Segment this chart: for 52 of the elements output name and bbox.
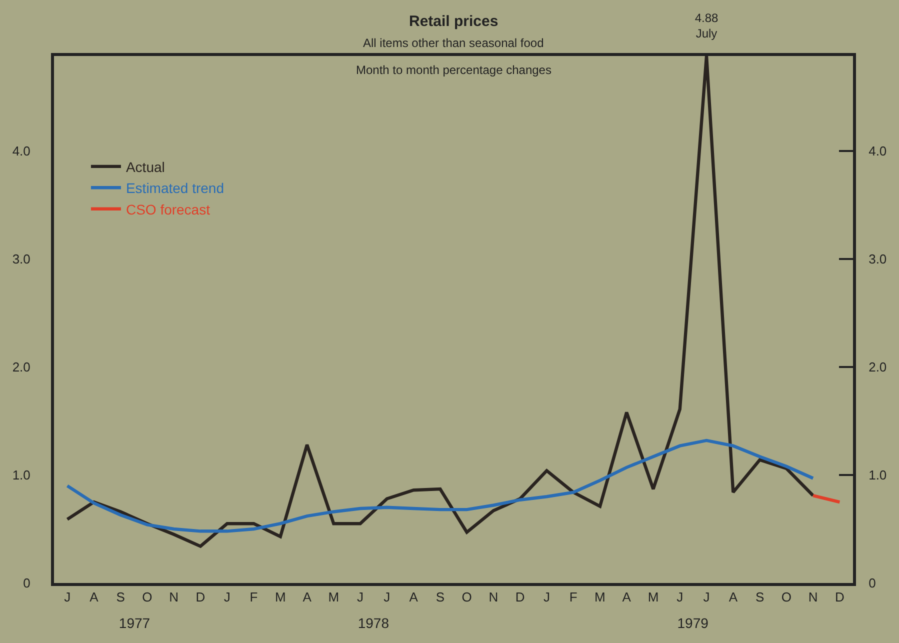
x-tick-label: J bbox=[703, 590, 710, 605]
x-tick-label: N bbox=[808, 590, 818, 605]
x-tick-label: N bbox=[169, 590, 179, 605]
x-tick-label: A bbox=[728, 590, 738, 605]
x-tick-label: S bbox=[116, 590, 126, 605]
x-tick-label: D bbox=[515, 590, 525, 605]
y-tick-label: 4.0 bbox=[868, 144, 887, 159]
y-tick-label: 1.0 bbox=[868, 468, 887, 483]
y-tick-label: 2.0 bbox=[868, 360, 887, 375]
x-tick-label: O bbox=[142, 590, 152, 605]
x2-tick-label: 1979 bbox=[677, 615, 709, 631]
x-tick-label: S bbox=[755, 590, 764, 605]
x-tick-label: M bbox=[274, 590, 286, 605]
legend-label: Actual bbox=[126, 158, 165, 175]
y2-tick-label: 0 bbox=[23, 576, 30, 591]
x-tick-label: J bbox=[64, 590, 71, 605]
x-tick-label: J bbox=[676, 590, 684, 605]
x-tick-label: F bbox=[569, 590, 578, 605]
annotation: Month to month percentage changes bbox=[356, 63, 552, 77]
x-tick-label: S bbox=[436, 590, 445, 605]
x-tick-label: A bbox=[409, 590, 418, 605]
legend-label: CSO forecast bbox=[126, 201, 210, 218]
x-tick-label: J bbox=[543, 590, 550, 605]
y-tick-label: 0 bbox=[868, 576, 876, 591]
x-tick-label: O bbox=[781, 590, 792, 605]
chart-subtitle: All items other than seasonal food bbox=[363, 36, 544, 50]
x-tick-label: D bbox=[834, 590, 844, 605]
x2-tick-label: 1978 bbox=[358, 615, 390, 631]
x-tick-label: M bbox=[594, 590, 606, 605]
legend-label: Estimated trend bbox=[126, 180, 224, 196]
x-tick-label: A bbox=[90, 590, 99, 605]
x-tick-label: M bbox=[648, 590, 659, 605]
y2-tick-label: 2.0 bbox=[12, 360, 30, 375]
y2-tick-label: 4.0 bbox=[12, 144, 30, 159]
y2-tick-label: 1.0 bbox=[12, 468, 30, 483]
x-tick-label: N bbox=[488, 590, 498, 605]
x-tick-label: F bbox=[250, 590, 258, 605]
x-tick-label: A bbox=[302, 590, 312, 605]
x2-tick-label: 1977 bbox=[118, 615, 150, 631]
line-series bbox=[66, 56, 815, 548]
x-tick-label: D bbox=[196, 590, 206, 605]
x-tick-label: O bbox=[462, 590, 472, 605]
y2-tick-label: 3.0 bbox=[12, 252, 30, 267]
x-tick-label: A bbox=[622, 590, 632, 605]
x-tick-label: J bbox=[357, 590, 364, 605]
x-tick-label: J bbox=[384, 590, 390, 605]
x-tick-label: M bbox=[328, 590, 340, 605]
line-series bbox=[66, 438, 815, 533]
x-tick-label: J bbox=[224, 590, 230, 605]
data-label: 4.88 July bbox=[694, 10, 719, 40]
y-tick-label: 3.0 bbox=[868, 252, 887, 267]
chart-title: Retail prices bbox=[409, 13, 498, 30]
